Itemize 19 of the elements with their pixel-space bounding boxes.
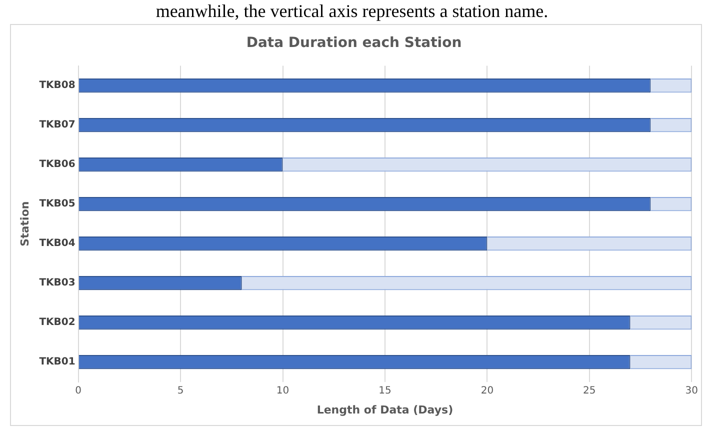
x-tick-label: 30 [685,385,698,396]
y-tick-label: TKB08 [39,80,76,92]
x-tick-label: 10 [276,385,290,396]
y-tick-label: TKB07 [39,120,76,131]
y-tick-label: TKB05 [39,198,76,210]
y-axis-title: Station [18,201,32,246]
x-tick-label: 5 [177,385,184,396]
x-tick-label: 0 [75,385,82,396]
y-tick-label: TKB02 [39,317,76,328]
text: meanwhile, the vertical axis represents a station name. [154,0,550,22]
chart-title: Data Duration each Station [246,35,462,52]
y-tick-label: TKB01 [39,356,76,368]
y-tick-label: TKB03 [39,278,76,289]
x-tick-label: 15 [378,385,392,396]
y-tick-label: TKB04 [39,238,76,250]
x-tick-label: 25 [583,385,596,396]
y-tick-label: TKB06 [39,159,76,170]
x-axis-title: Length of Data (Days) [316,403,454,416]
x-tick-label: 20 [480,385,494,396]
